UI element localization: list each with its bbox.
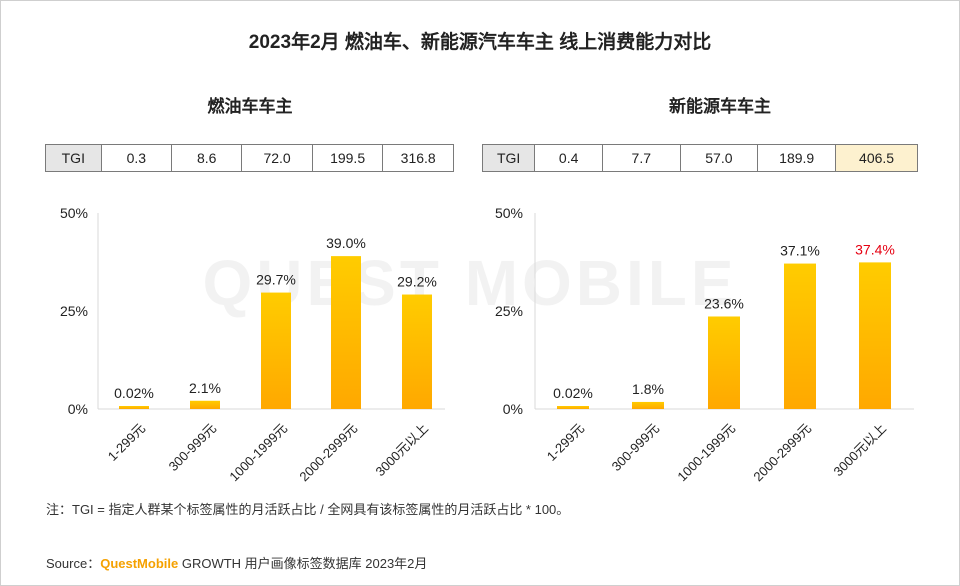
data-label: 29.7% (256, 272, 296, 288)
x-tick-label: 3000元以上 (830, 421, 889, 480)
tgi-header: TGI (481, 144, 536, 172)
bar (119, 406, 149, 409)
left-chart-title: 燃油车车主 (207, 97, 293, 116)
x-tick-label: 1000-1999元 (226, 421, 290, 485)
bar (190, 400, 220, 409)
data-label: 23.6% (704, 295, 744, 311)
tgi-cell: 72.0 (241, 144, 313, 172)
bar (708, 316, 740, 409)
tgi-cell-highlight: 406.5 (835, 144, 918, 172)
data-label: 0.02% (114, 385, 154, 401)
y-tick-label: 0% (503, 401, 523, 417)
source-rest: GROWTH 用户画像标签数据库 2023年2月 (178, 556, 428, 571)
tgi-cell: 0.3 (100, 144, 172, 172)
x-tick-label: 3000元以上 (372, 421, 431, 480)
footnote: 注：TGI = 指定人群某个标签属性的月活跃占比 / 全网具有该标签属性的月活跃… (46, 502, 570, 517)
y-tick-label: 25% (60, 303, 88, 319)
x-tick-label: 2000-2999元 (296, 421, 360, 485)
data-label: 0.02% (553, 385, 593, 401)
bar (557, 406, 589, 409)
bar (261, 292, 291, 409)
y-tick-label: 0% (68, 401, 88, 417)
y-tick-label: 25% (495, 303, 523, 319)
bar (331, 256, 361, 409)
tgi-table-left: TGI 0.3 8.6 72.0 199.5 316.8 (45, 144, 454, 172)
tgi-cell: 199.5 (311, 144, 384, 172)
data-label-highlight: 37.4% (855, 241, 895, 257)
right-chart-title: 新能源车车主 (669, 97, 771, 116)
data-label: 2.1% (189, 380, 221, 396)
tgi-cell: 7.7 (602, 144, 681, 172)
source-brand: QuestMobile (100, 556, 179, 571)
bar (784, 263, 816, 409)
x-tick-label: 300-999元 (166, 421, 220, 475)
y-tick-label: 50% (495, 205, 523, 221)
y-tick-label: 50% (60, 205, 88, 221)
bar (859, 262, 891, 409)
x-tick-label: 2000-2999元 (750, 421, 814, 485)
tgi-row: TGI 0.4 7.7 57.0 189.9 406.5 (481, 144, 918, 172)
source-prefix: Source： (46, 556, 101, 571)
tgi-cell: 189.9 (757, 144, 837, 172)
tgi-cell: 316.8 (382, 144, 454, 172)
data-label: 37.1% (780, 243, 820, 259)
source-line: Source：QuestMobile GROWTH 用户画像标签数据库 2023… (46, 553, 427, 572)
tgi-table-right: TGI 0.4 7.7 57.0 189.9 406.5 (481, 144, 918, 172)
x-tick-label: 1-299元 (105, 421, 148, 464)
tgi-row: TGI 0.3 8.6 72.0 199.5 316.8 (45, 144, 454, 172)
figure-title: 2023年2月 燃油车、新能源汽车车主 线上消费能力对比 (248, 32, 712, 53)
x-tick-label: 1-299元 (544, 421, 587, 464)
data-label: 39.0% (326, 235, 366, 251)
data-label: 1.8% (632, 381, 664, 397)
bar (402, 294, 432, 409)
tgi-header: TGI (45, 144, 102, 172)
tgi-cell: 57.0 (679, 144, 759, 172)
x-tick-label: 300-999元 (609, 421, 663, 475)
tgi-cell: 0.4 (534, 144, 604, 172)
x-tick-label: 1000-1999元 (674, 421, 738, 485)
data-label: 29.2% (397, 274, 437, 290)
bar (632, 401, 664, 409)
